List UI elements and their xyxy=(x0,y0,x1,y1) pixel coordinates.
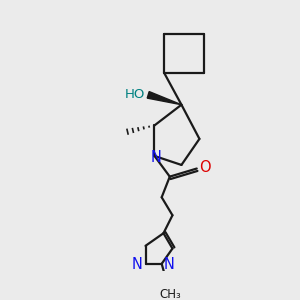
Text: N: N xyxy=(151,150,162,165)
Text: O: O xyxy=(199,160,211,175)
Text: CH₃: CH₃ xyxy=(159,288,181,300)
Text: HO: HO xyxy=(125,88,146,101)
Text: N: N xyxy=(132,257,143,272)
Text: N: N xyxy=(164,257,174,272)
Polygon shape xyxy=(147,92,182,105)
